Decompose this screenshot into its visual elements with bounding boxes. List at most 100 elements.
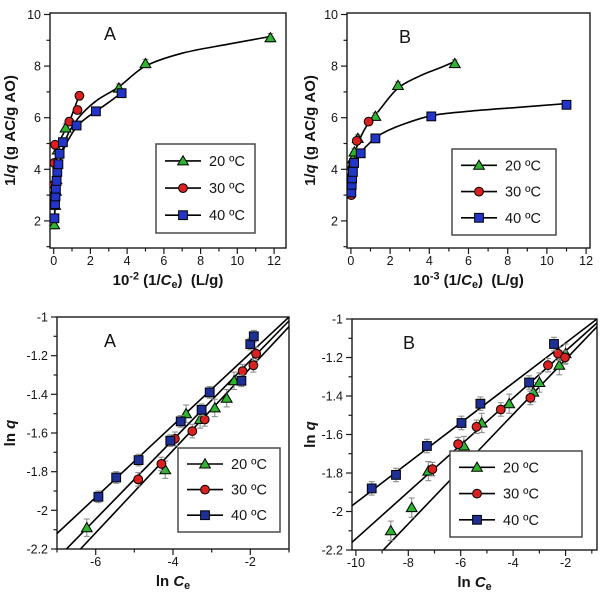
legend-label-20c: 20 ºC xyxy=(209,154,245,170)
legend: 20 ºC 30 ºC 40 ºC xyxy=(449,450,583,538)
data-point-40c xyxy=(391,470,401,480)
data-point-40c xyxy=(54,148,65,159)
axis-ticks xyxy=(341,13,587,254)
legend-marker-20c xyxy=(198,457,212,469)
y-axis-title: 1/q (g AC/g AO) xyxy=(2,75,19,186)
series-30c xyxy=(133,346,262,487)
y-tick-label: 10 xyxy=(27,8,41,22)
y-tick-label: -1 xyxy=(332,313,343,327)
data-point-30c xyxy=(187,426,198,436)
y-tick-label: -1.4 xyxy=(26,388,48,402)
x-tick-label: 4 xyxy=(426,254,433,268)
panel-label: A xyxy=(104,24,116,44)
data-point-20c xyxy=(80,521,94,533)
data-point-40c xyxy=(204,387,215,398)
y-tick-label: 2 xyxy=(34,214,41,228)
data-point-40c xyxy=(348,167,358,177)
y-tick-label: -1.6 xyxy=(321,428,343,442)
y-tick-label: -1.2 xyxy=(321,351,343,365)
x-tick-label: 8 xyxy=(197,254,204,268)
y-tick-label: -2.2 xyxy=(321,544,343,558)
data-point-40c xyxy=(116,88,127,99)
legend-label-30c: 30 ºC xyxy=(231,483,267,499)
data-point-20c xyxy=(391,79,405,90)
legend-marker-20c xyxy=(472,159,486,170)
x-axis-title: 10-3 (1/Ce) (L/g) xyxy=(413,270,524,291)
data-point-20c xyxy=(369,110,382,121)
chart-panel-isotherm-a: 0 2 4 6 8 10 12 2 4 6 8 10 10-2 (1/Ce) (L/g) 1/q (g A… xyxy=(0,0,300,304)
legend: 20 ºC 30 ºC 40 ºC xyxy=(155,143,256,234)
data-point-30c xyxy=(199,414,210,425)
legend-marker-30c xyxy=(474,186,484,197)
data-point-40c xyxy=(549,339,559,349)
y-tick-label: -1.6 xyxy=(26,427,48,441)
data-point-20c xyxy=(264,31,277,43)
data-point-30c xyxy=(248,360,259,371)
legend-marker-20c xyxy=(176,154,190,166)
tick-labels: -10 -8 -6 -4 -2 -1 -1.2 -1.4 -1.6 -1.8 -2 -2.2 xyxy=(321,313,571,571)
data-point-30c xyxy=(471,421,482,432)
data-point-20c xyxy=(50,218,61,230)
plot-area xyxy=(352,319,597,550)
x-tick-label: 12 xyxy=(267,254,281,268)
legend-marker-20c xyxy=(470,461,484,472)
data-point-40c xyxy=(248,331,259,342)
data-point-40c xyxy=(50,213,60,224)
y-tick-label: 8 xyxy=(331,60,338,74)
x-tick-label: 2 xyxy=(87,254,94,268)
y-axis-title: ln q xyxy=(302,421,319,448)
isotherm-b-chart: 0 2 4 6 8 10 12 2 4 6 8 10 10-3 (1/Ce) (L/g) 1/q (g A… xyxy=(302,8,593,291)
data-point-20c xyxy=(220,392,233,403)
series-40c xyxy=(347,99,572,198)
legend-label-30c: 30 ºC xyxy=(505,185,541,201)
tick-labels: -6 -4 -2 -1 -1.2 -1.4 -1.6 -1.8 -2 -2.2 xyxy=(26,311,255,570)
data-point-20c xyxy=(208,401,222,413)
x-tick-label: 4 xyxy=(124,254,131,268)
y-tick-label: -1.2 xyxy=(26,349,48,363)
data-point-20c xyxy=(384,524,398,536)
chart-panel-freundlich-b: -10 -8 -6 -4 -2 -1 -1.2 -1.4 -1.6 -1.8 -2 -2.2 ln Ce… xyxy=(300,304,600,608)
plot-area xyxy=(347,57,572,200)
y-tick-label: 2 xyxy=(331,214,338,228)
data-point-20c xyxy=(159,463,172,475)
data-point-40c xyxy=(456,418,467,428)
y-tick-label: 6 xyxy=(34,111,41,125)
data-point-30c xyxy=(237,366,248,376)
y-axis-title: ln q xyxy=(2,420,19,447)
data-point-30c xyxy=(74,90,85,101)
series-30c xyxy=(427,346,570,477)
panel-label: A xyxy=(104,331,116,351)
legend-label-40c: 40 ºC xyxy=(209,208,245,224)
data-point-30c xyxy=(363,116,374,127)
data-point-40c xyxy=(475,398,486,409)
x-tick-label: -4 xyxy=(508,556,519,570)
x-tick-label: 10 xyxy=(540,254,554,268)
x-tick-label: 6 xyxy=(465,254,472,268)
legend-label-30c: 30 ºC xyxy=(209,181,245,197)
y-tick-label: -1.8 xyxy=(26,465,48,479)
fit-line xyxy=(352,322,597,543)
x-tick-label: 12 xyxy=(579,254,593,268)
y-tick-label: -2.2 xyxy=(26,543,48,557)
plot-area xyxy=(57,317,289,549)
data-point-40c xyxy=(370,133,381,144)
data-point-30c xyxy=(156,459,167,469)
y-tick-label: 10 xyxy=(324,8,338,22)
data-point-40c xyxy=(93,491,104,502)
data-point-40c xyxy=(561,99,572,110)
x-tick-label: 6 xyxy=(160,254,167,268)
x-tick-label: -8 xyxy=(403,556,414,570)
data-point-40c xyxy=(175,416,186,427)
x-tick-label: -6 xyxy=(90,555,101,569)
axis-ticks xyxy=(51,316,290,555)
data-point-20c xyxy=(59,121,72,133)
x-axis-title: ln Ce xyxy=(457,574,491,593)
legend: 20 ºC 30 ºC 40 ºC xyxy=(177,447,281,533)
x-tick-label: -10 xyxy=(347,556,365,570)
y-tick-label: 8 xyxy=(34,60,41,74)
legend-marker-40c xyxy=(474,212,484,223)
data-point-30c xyxy=(453,439,464,450)
data-point-30c xyxy=(525,393,536,403)
legend-marker-40c xyxy=(178,210,188,221)
series-40c xyxy=(50,88,127,224)
